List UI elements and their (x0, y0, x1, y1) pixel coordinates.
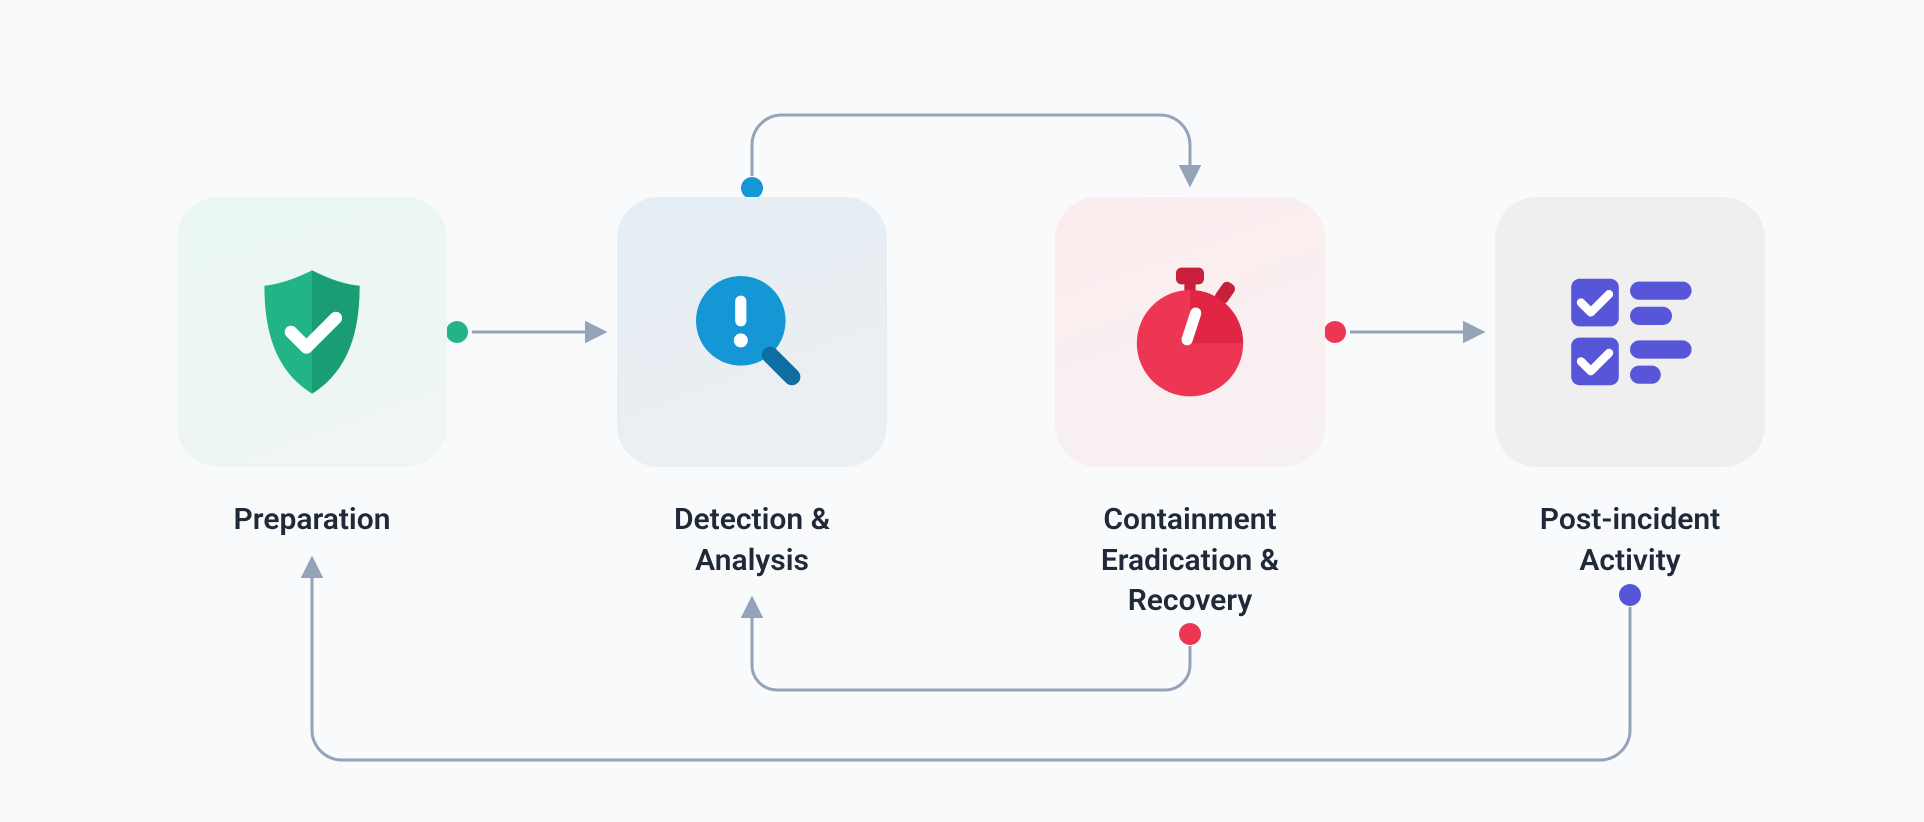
incident-response-flowchart: Preparation Detection & Analysis Contain… (0, 0, 1924, 822)
shield-check-icon (242, 262, 382, 402)
edge-preparation-to-detection (446, 321, 603, 343)
node-containment-label: Containment Eradication & Recovery (1015, 500, 1365, 622)
checklist-icon (1560, 262, 1700, 402)
node-containment (1055, 197, 1325, 467)
node-postincident-label: Post-incident Activity (1455, 500, 1805, 581)
edge-detection-to-containment (741, 115, 1190, 199)
magnify-alert-icon (682, 262, 822, 402)
node-preparation-label: Preparation (137, 500, 487, 541)
node-postincident (1495, 197, 1765, 467)
edge-containment-to-postincident (1324, 321, 1481, 343)
node-detection (617, 197, 887, 467)
node-detection-label: Detection & Analysis (577, 500, 927, 581)
edge-postincident-to-preparation (312, 560, 1641, 760)
stopwatch-icon (1120, 262, 1260, 402)
node-preparation (177, 197, 447, 467)
